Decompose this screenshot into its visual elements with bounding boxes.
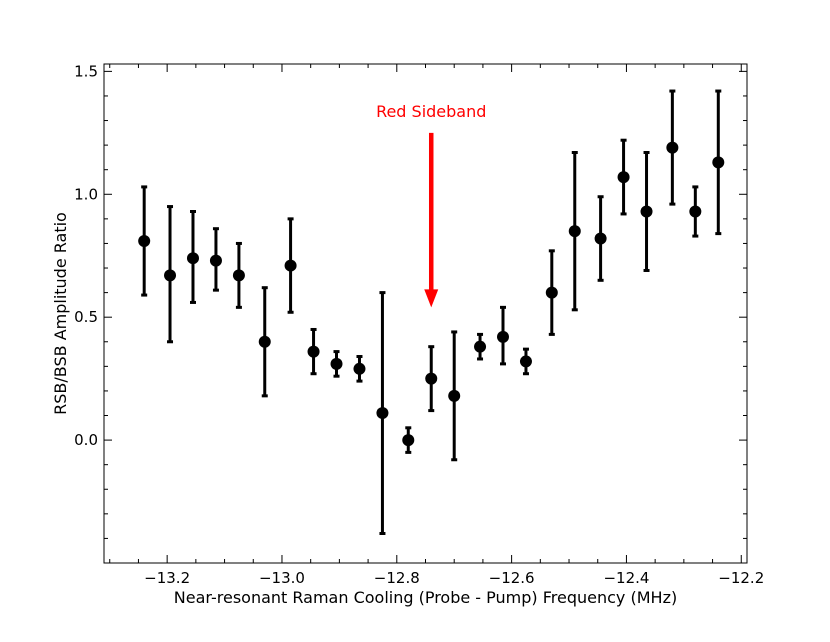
- x-tick-label: −12.8: [374, 569, 420, 587]
- data-point: [640, 205, 653, 218]
- data-point: [353, 362, 366, 375]
- data-point: [497, 330, 510, 343]
- data-point: [425, 372, 438, 385]
- data-point: [594, 232, 607, 245]
- plot-frame: [103, 63, 748, 564]
- y-tick-label: 0.5: [74, 308, 98, 326]
- data-point: [164, 269, 177, 282]
- annotation-layer: Red Sideband: [376, 102, 486, 308]
- data-point: [186, 252, 199, 265]
- x-axis-label: Near-resonant Raman Cooling (Probe - Pum…: [174, 588, 677, 607]
- data-point: [712, 156, 725, 169]
- red-sideband-label: Red Sideband: [376, 102, 486, 121]
- data-point: [689, 205, 702, 218]
- y-axis-label: RSB/BSB Amplitude Ratio: [51, 212, 70, 415]
- x-tick-label: −12.6: [489, 569, 535, 587]
- data-point: [307, 345, 320, 358]
- y-tick-label: 1.5: [74, 62, 98, 80]
- data-point: [519, 355, 532, 368]
- ticks-layer: −13.2 −13.0 −12.8 −12.6 −12.4 −12.2 0.0 0.5 1.0 1…: [74, 62, 764, 587]
- data-point: [448, 389, 461, 402]
- y-tick-label: 1.0: [74, 185, 98, 203]
- data-point: [666, 141, 679, 154]
- data-point: [232, 269, 245, 282]
- x-tick-label: −12.2: [718, 569, 764, 587]
- data-point: [617, 171, 630, 184]
- x-tick-label: −13.2: [144, 569, 190, 587]
- data-point: [284, 259, 297, 272]
- data-point: [330, 357, 343, 370]
- x-tick-label: −13.0: [259, 569, 305, 587]
- data-point: [376, 407, 389, 420]
- data-point: [258, 335, 271, 348]
- data-point: [545, 286, 558, 299]
- data-point: [474, 340, 487, 353]
- data-point: [209, 254, 222, 267]
- data-point: [138, 234, 151, 247]
- y-tick-label: 0.0: [74, 431, 98, 449]
- series-layer: [138, 89, 725, 536]
- red-sideband-arrow-head: [424, 289, 439, 308]
- data-point: [402, 434, 415, 447]
- x-tick-label: −12.4: [603, 569, 649, 587]
- data-point: [568, 225, 581, 238]
